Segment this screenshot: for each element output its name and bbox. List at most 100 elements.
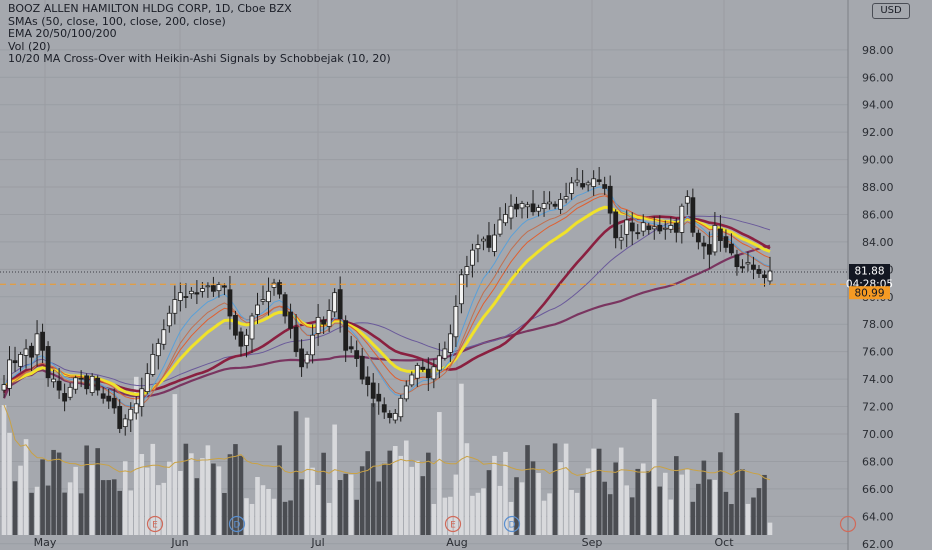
volume-bar bbox=[585, 468, 591, 535]
volume-bar bbox=[729, 504, 734, 535]
candle bbox=[304, 351, 310, 369]
candle bbox=[62, 383, 68, 412]
candle bbox=[117, 399, 123, 434]
candle bbox=[635, 224, 641, 240]
currency-selector[interactable]: USD bbox=[872, 3, 910, 19]
candle-body bbox=[299, 348, 304, 368]
volume-bar bbox=[481, 488, 486, 535]
volume-bar bbox=[431, 503, 437, 535]
volume-bar bbox=[569, 489, 574, 535]
candle bbox=[729, 233, 734, 256]
candle-body bbox=[403, 385, 409, 400]
volume-bar bbox=[536, 472, 541, 535]
volume-bar bbox=[133, 376, 139, 535]
volume-bar bbox=[685, 469, 690, 535]
prev-close-tag-bg bbox=[849, 286, 890, 300]
event-marker bbox=[228, 515, 246, 533]
candle-body bbox=[348, 346, 354, 350]
candle bbox=[475, 234, 481, 263]
candle bbox=[100, 387, 106, 404]
volume-bar bbox=[326, 502, 332, 535]
candle bbox=[188, 287, 194, 299]
candle bbox=[420, 359, 426, 372]
volume-bar bbox=[172, 394, 178, 535]
candle-body bbox=[288, 311, 293, 329]
candle bbox=[216, 281, 222, 298]
candle-body bbox=[574, 179, 580, 183]
volume-bar bbox=[106, 480, 112, 535]
candle-body bbox=[321, 319, 327, 325]
candle-body bbox=[470, 249, 475, 266]
candle-body bbox=[607, 185, 613, 214]
volume-bar bbox=[266, 488, 271, 535]
candle-body bbox=[166, 312, 172, 327]
candle bbox=[602, 176, 608, 195]
volume-bar bbox=[657, 486, 663, 535]
volume-bar bbox=[211, 463, 216, 535]
symbol-title[interactable]: BOOZ ALLEN HAMILTON HLDG CORP, 1D, Cboe … bbox=[8, 2, 292, 15]
volume-bar bbox=[205, 445, 211, 535]
candle bbox=[244, 328, 249, 358]
indicator-ma-crossover[interactable]: 10/20 MA Cross-Over with Heikin-Ashi Sig… bbox=[8, 52, 391, 66]
event-marker bbox=[503, 515, 521, 533]
candle-body bbox=[155, 343, 161, 357]
event-marker-label: D bbox=[234, 521, 241, 531]
volume-bar bbox=[552, 443, 558, 535]
volume-bars bbox=[1, 376, 773, 535]
price-axis[interactable]: 98.00 96.00 94.00 92.00 90.00 88.00 86.00 84.00… bbox=[862, 44, 894, 550]
volume-bar bbox=[183, 443, 189, 535]
candle bbox=[541, 190, 547, 217]
volume-bar bbox=[7, 432, 12, 535]
volume-bar bbox=[415, 460, 420, 535]
volume-bar bbox=[547, 493, 552, 535]
volume-bar bbox=[354, 499, 359, 535]
candle bbox=[238, 327, 244, 357]
candle-body bbox=[580, 183, 586, 188]
candle bbox=[453, 295, 459, 348]
candle-body bbox=[45, 346, 51, 379]
time-axis[interactable]: May Jun Jul Aug Sep Oct bbox=[34, 536, 735, 549]
volume-bar bbox=[29, 492, 34, 535]
candle bbox=[122, 414, 128, 436]
candle-body bbox=[150, 354, 156, 375]
candle bbox=[222, 283, 227, 296]
volume-bar bbox=[156, 485, 161, 535]
candle bbox=[425, 357, 431, 391]
volume-bar bbox=[84, 445, 89, 535]
volume-bar bbox=[624, 485, 630, 535]
candle bbox=[740, 259, 745, 273]
event-marker-label: E bbox=[152, 521, 158, 531]
candle-body bbox=[67, 386, 73, 398]
candle bbox=[574, 167, 580, 187]
volume-bar bbox=[271, 498, 277, 535]
candle bbox=[348, 335, 354, 353]
candle bbox=[227, 275, 233, 330]
indicator-volume[interactable]: Vol (20) bbox=[8, 39, 51, 53]
candle bbox=[387, 410, 393, 424]
volume-bar bbox=[288, 500, 293, 535]
volume-bar bbox=[740, 469, 745, 535]
candle-body bbox=[387, 413, 393, 418]
candle-body bbox=[745, 262, 751, 265]
candle bbox=[547, 191, 552, 210]
y-tick-label: 98.00 bbox=[862, 44, 894, 57]
candle bbox=[596, 166, 602, 186]
y-tick-label: 86.00 bbox=[862, 208, 894, 221]
volume-bar bbox=[640, 463, 646, 535]
candle bbox=[271, 278, 277, 296]
indicator-sma[interactable]: SMAs (50, close, 100, close, 200, close) bbox=[8, 14, 226, 28]
candle-body bbox=[558, 198, 563, 210]
volume-bar bbox=[139, 454, 145, 535]
candle bbox=[613, 209, 619, 249]
y-tick-label: 68.00 bbox=[862, 455, 894, 468]
candle bbox=[381, 397, 387, 419]
candle-body bbox=[227, 289, 233, 317]
y-tick-label: 84.00 bbox=[862, 236, 894, 249]
volume-bar bbox=[359, 466, 365, 535]
candle bbox=[640, 214, 646, 237]
event-marker-label: E bbox=[450, 521, 456, 531]
indicator-ema[interactable]: EMA 20/50/100/200 bbox=[8, 27, 117, 41]
volume-bar bbox=[420, 476, 426, 535]
